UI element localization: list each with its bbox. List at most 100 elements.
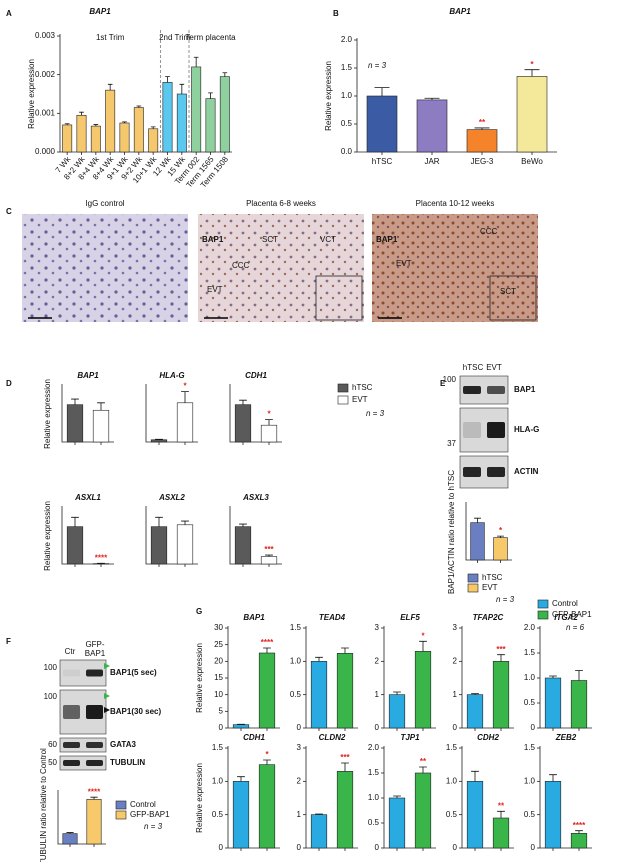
y-axis-label: BAP1/TUBULIN ratio relative to Control xyxy=(39,748,48,862)
error-bar xyxy=(263,759,271,765)
mw-marker: 100 xyxy=(44,692,58,701)
significance: *** xyxy=(264,545,274,554)
bar xyxy=(92,409,110,443)
bar xyxy=(150,526,168,565)
micrograph-label: BAP1 xyxy=(376,235,398,244)
blot-panel xyxy=(59,737,107,753)
significance: **** xyxy=(261,638,274,647)
error-bar xyxy=(265,419,273,426)
panel-letter: E xyxy=(440,379,446,388)
y-axis-label: Relative expression xyxy=(324,61,333,131)
y-tick-label: 0.002 xyxy=(35,70,56,79)
chart-title: TFAP2C xyxy=(473,613,504,622)
x-tick-label: BeWo xyxy=(521,157,543,166)
y-tick-label: 15 xyxy=(214,673,223,682)
blot-band xyxy=(86,742,103,748)
lane-label: Ctr xyxy=(65,647,76,656)
error-bar xyxy=(497,654,505,662)
y-tick-label: 1.5 xyxy=(368,768,380,777)
y-tick-label: 1.0 xyxy=(524,673,536,682)
y-tick-label: 20 xyxy=(214,656,223,665)
error-bar xyxy=(66,832,74,834)
micrograph-label: CCC xyxy=(480,227,498,236)
bar xyxy=(466,129,498,153)
y-tick-label: 0.000 xyxy=(35,147,56,156)
error-bar xyxy=(419,640,427,652)
blot-band xyxy=(463,386,481,394)
x-tick-label: JEG-3 xyxy=(471,157,494,166)
y-tick-label: 0 xyxy=(219,843,224,852)
band-label: ACTIN xyxy=(514,467,539,476)
y-axis-label: Relative expression xyxy=(43,379,52,449)
error-bar xyxy=(471,770,479,782)
bar xyxy=(470,522,485,561)
bar xyxy=(86,798,102,845)
y-tick-label: 1.0 xyxy=(290,656,302,665)
error-bar xyxy=(549,675,557,678)
bar xyxy=(205,98,216,153)
bar xyxy=(416,99,448,153)
error-bar xyxy=(419,766,427,773)
micrograph xyxy=(198,214,364,322)
blot-band xyxy=(487,422,505,438)
y-tick-label: 0.5 xyxy=(341,119,353,128)
group-label: 1st Trim xyxy=(96,33,125,42)
bar xyxy=(150,439,168,443)
chart-title: ZEB2 xyxy=(555,733,577,742)
micrograph-title: Placenta 6-8 weeks xyxy=(246,199,316,208)
legend-label: Control xyxy=(552,599,578,608)
y-tick-label: 0 xyxy=(375,843,380,852)
y-tick-label: 1.5 xyxy=(212,743,224,752)
micrograph xyxy=(372,214,538,322)
y-tick-label: 0.5 xyxy=(524,698,536,707)
legend-label: Control xyxy=(130,800,156,809)
y-tick-label: 2.0 xyxy=(368,743,380,752)
blot-band xyxy=(487,467,505,477)
bar xyxy=(492,817,510,849)
y-tick-label: 0.003 xyxy=(35,31,56,40)
bar xyxy=(544,781,562,849)
lane-label: BAP1 xyxy=(85,649,106,658)
bar xyxy=(336,771,354,849)
chart-title: BAP1 xyxy=(243,613,265,622)
y-tick-label: 0 xyxy=(297,843,302,852)
panel-letter: D xyxy=(6,379,12,388)
y-tick-label: 1.0 xyxy=(212,776,224,785)
error-bar xyxy=(393,795,401,798)
bar xyxy=(219,76,230,153)
blot-panel xyxy=(59,755,107,771)
micrograph-title: IgG control xyxy=(85,199,124,208)
significance: **** xyxy=(95,553,108,562)
chart-title: ASXL1 xyxy=(74,493,101,502)
error-bar xyxy=(107,83,113,91)
micrograph-label: EVT xyxy=(207,285,223,294)
group-label: 2nd Trim xyxy=(159,33,190,42)
bar xyxy=(176,402,194,443)
y-tick-label: 1.0 xyxy=(341,91,353,100)
y-tick-label: 0 xyxy=(531,723,536,732)
micrograph-label: CCC xyxy=(232,261,250,270)
y-tick-label: 0.5 xyxy=(524,810,536,819)
chart-title: ELF5 xyxy=(400,613,420,622)
y-tick-label: 3 xyxy=(453,623,458,632)
bar xyxy=(388,797,406,849)
bar xyxy=(492,661,510,729)
micrograph-label: BAP1 xyxy=(202,235,224,244)
y-tick-label: 0.001 xyxy=(35,108,56,117)
y-tick-label: 0 xyxy=(531,843,536,852)
bar xyxy=(388,694,406,729)
legend-label: hTSC xyxy=(482,573,503,582)
legend-label: EVT xyxy=(482,583,498,592)
legend-swatch xyxy=(467,583,479,593)
error-bar xyxy=(90,796,98,800)
y-tick-label: 1 xyxy=(297,810,302,819)
arrow xyxy=(104,663,110,669)
y-tick-label: 2 xyxy=(297,776,302,785)
significance: * xyxy=(499,526,503,535)
micrograph-label: VCT xyxy=(320,235,336,244)
y-tick-label: 2.0 xyxy=(341,35,353,44)
bar xyxy=(544,677,562,729)
error-bar xyxy=(374,87,390,96)
arrow xyxy=(104,693,110,699)
y-tick-label: 1.5 xyxy=(524,743,536,752)
